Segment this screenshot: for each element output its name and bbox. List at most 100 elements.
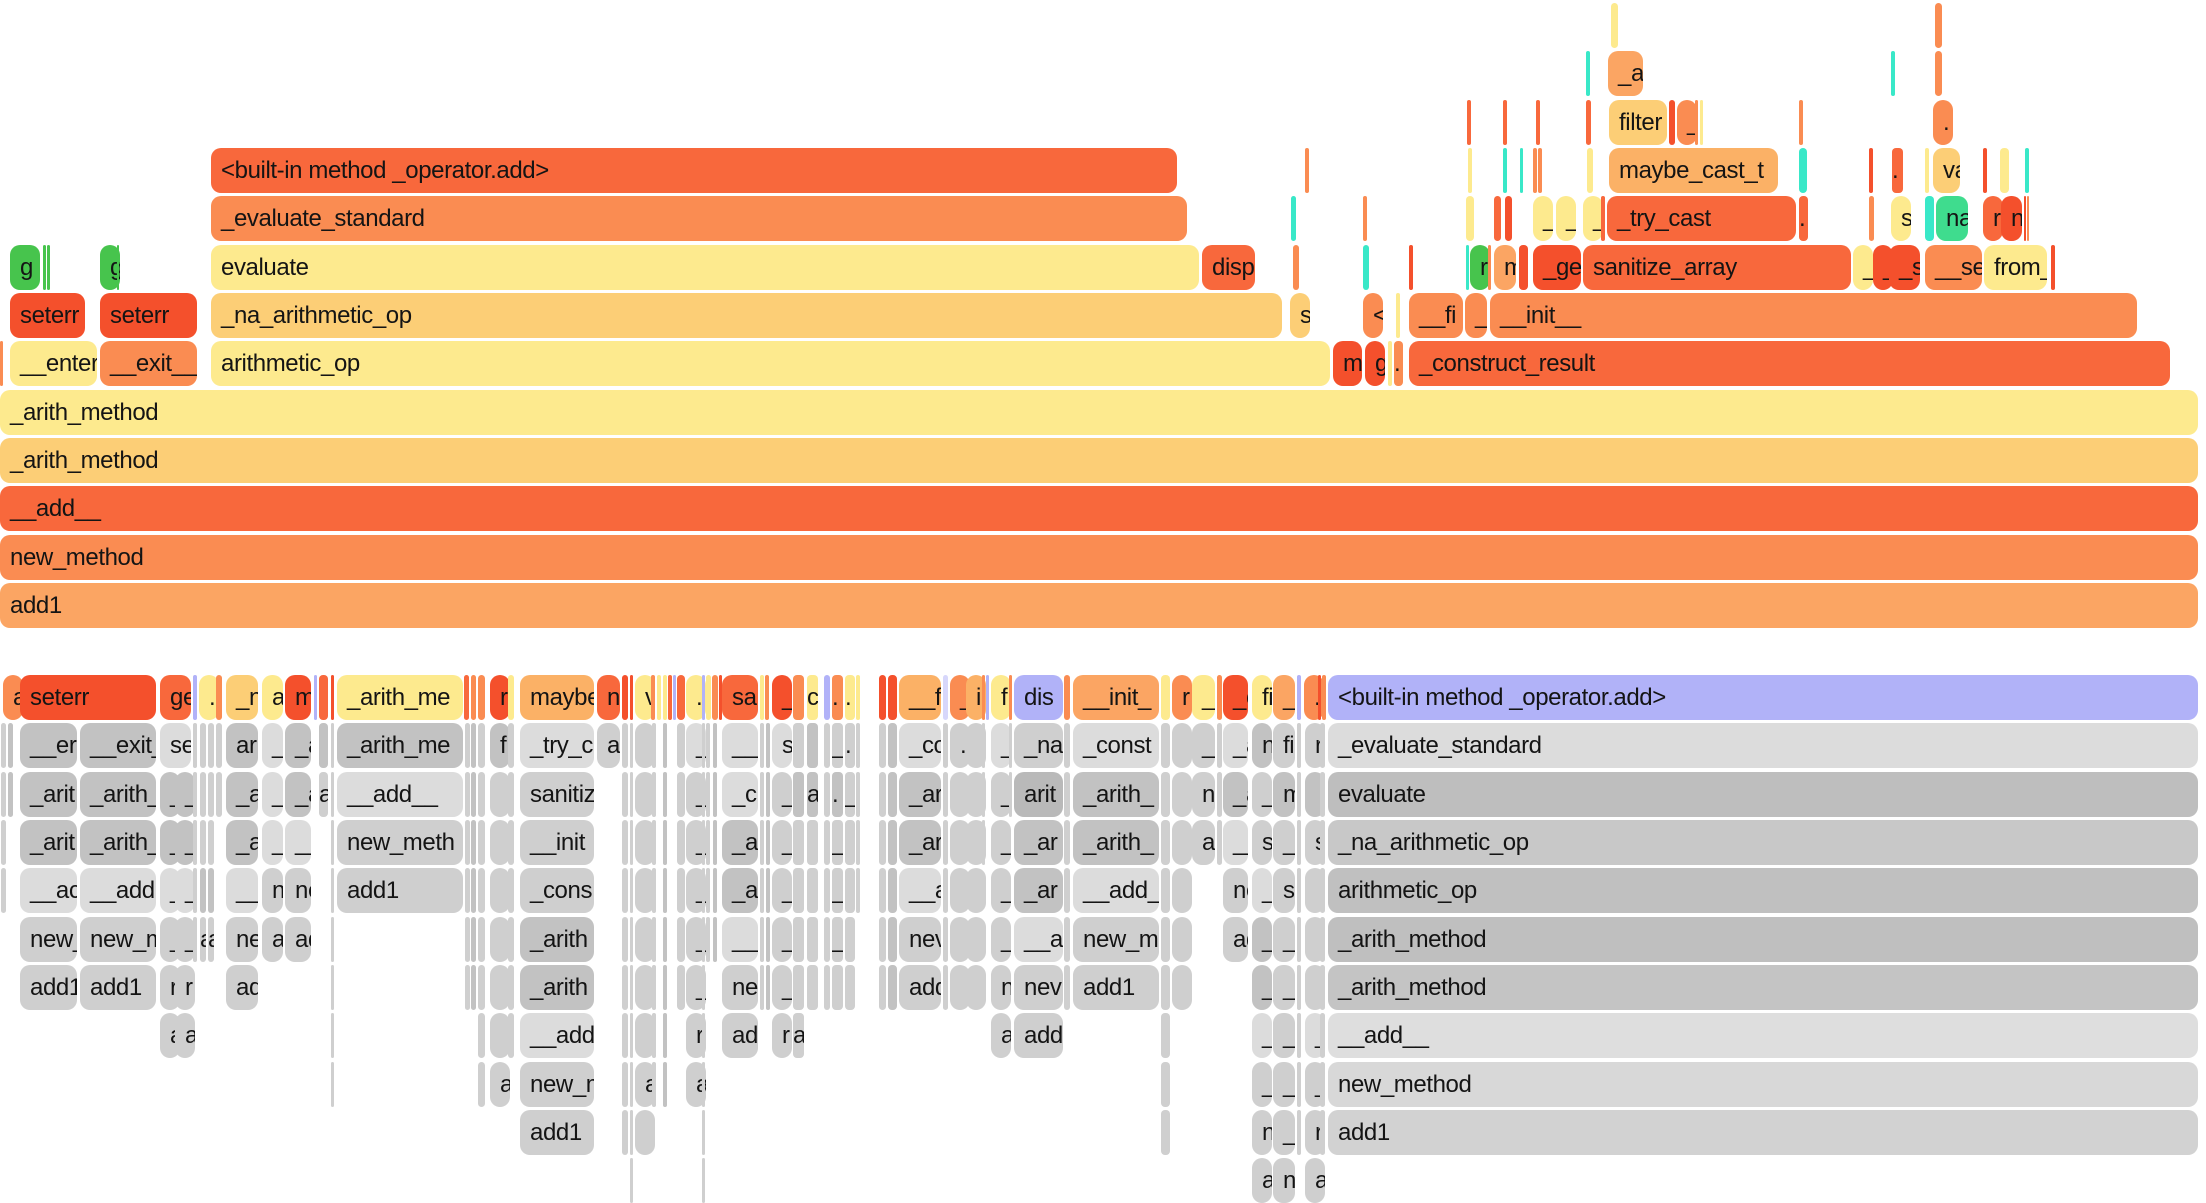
flame-frame-sliver[interactable] xyxy=(630,1109,633,1155)
flame-frame-sliver[interactable] xyxy=(1669,99,1675,145)
flame-frame-sliver[interactable] xyxy=(635,1109,655,1155)
flame-frame-a[interactable]: a xyxy=(3,675,23,720)
flame-frame-_ar[interactable]: _ar xyxy=(899,771,941,817)
flame-frame-new_method[interactable]: new_method xyxy=(1328,1061,2198,1107)
flame-frame-sliver[interactable] xyxy=(966,868,986,914)
flame-frame-sliver[interactable] xyxy=(706,868,710,914)
flame-frame-_na_arithmetic_op[interactable]: _na_arithmetic_op xyxy=(1328,819,2198,865)
flame-frame-__[interactable]: __ xyxy=(722,916,758,962)
flame-frame-sliver[interactable] xyxy=(1869,147,1873,193)
flame-frame-sliver[interactable] xyxy=(622,916,628,962)
flame-frame-sliver[interactable] xyxy=(879,675,886,720)
flame-frame-sliver[interactable] xyxy=(663,723,667,769)
flame-frame-a[interactable]: a xyxy=(597,723,620,769)
flame-frame-arithmetic_op[interactable]: arithmetic_op xyxy=(211,341,1330,387)
flame-frame-_[interactable]: _ xyxy=(1252,1061,1272,1107)
flame-frame-sliver[interactable] xyxy=(824,916,830,962)
flame-frame-sliver[interactable] xyxy=(807,916,818,962)
flame-frame-[interactable]: . xyxy=(832,771,843,817)
flame-frame-_[interactable]: _ xyxy=(1252,868,1272,914)
flame-frame-sliver[interactable] xyxy=(471,723,476,769)
flame-frame-sliver[interactable] xyxy=(1467,99,1471,145)
flame-frame-sliver[interactable] xyxy=(1305,147,1309,193)
flame-frame-_[interactable]: _ xyxy=(262,819,283,865)
flame-frame-_ge[interactable]: _ge xyxy=(1533,244,1581,290)
flame-frame-_[interactable]: _ xyxy=(1192,675,1215,720)
flame-frame-__a[interactable]: __a xyxy=(1014,916,1063,962)
flame-frame-sliver[interactable] xyxy=(950,916,970,962)
flame-frame-s[interactable]: s xyxy=(1252,819,1272,865)
flame-frame-sliver[interactable] xyxy=(652,868,656,914)
flame-frame-sliver[interactable] xyxy=(1217,675,1222,720)
flame-frame-new_m[interactable]: new_m xyxy=(520,1061,594,1107)
flame-frame-sliver[interactable] xyxy=(943,916,948,962)
flame-frame-sliver[interactable] xyxy=(652,964,656,1010)
flame-frame-_[interactable]: _ xyxy=(1252,1013,1272,1059)
flame-frame-sliver[interactable] xyxy=(1533,147,1537,193)
flame-frame-sliver[interactable] xyxy=(1611,3,1618,48)
flame-frame-a[interactable]: a xyxy=(1192,819,1215,865)
flame-frame-sliver[interactable] xyxy=(630,916,633,962)
flame-frame-sliver[interactable] xyxy=(478,1013,485,1059)
flame-frame-_na_arithmetic_op[interactable]: _na_arithmetic_op xyxy=(211,292,1282,338)
flame-frame-s[interactable]: s xyxy=(772,723,792,769)
flame-frame-sliver[interactable] xyxy=(1363,196,1367,242)
flame-frame-sliver[interactable] xyxy=(622,675,628,720)
flame-frame-sliver[interactable] xyxy=(1503,147,1507,193)
flame-frame-sa[interactable]: sa xyxy=(722,675,758,720)
flame-frame-ne[interactable]: ne xyxy=(1223,868,1248,914)
flame-frame-sliver[interactable] xyxy=(1320,964,1325,1010)
flame-frame-sliver[interactable] xyxy=(1,771,6,817)
flame-frame-sliver[interactable] xyxy=(478,675,485,720)
flame-frame-sliver[interactable] xyxy=(193,771,197,817)
flame-frame-a[interactable]: a xyxy=(200,916,206,962)
flame-frame-ne[interactable]: ne xyxy=(285,868,311,914)
flame-frame-ari[interactable]: ari xyxy=(226,723,258,769)
flame-frame-a[interactable]: a xyxy=(807,771,818,817)
flame-frame-sliver[interactable] xyxy=(635,723,655,769)
flame-frame-arit[interactable]: arit xyxy=(1014,771,1063,817)
flame-frame-sliver[interactable] xyxy=(760,819,764,865)
flame-frame-sliver[interactable] xyxy=(943,868,948,914)
flame-frame-sliver[interactable] xyxy=(1009,675,1012,720)
flame-frame-n[interactable]: n xyxy=(597,675,620,720)
flame-frame-sliver[interactable] xyxy=(508,964,514,1010)
flame-frame-ad[interactable]: ad xyxy=(226,964,258,1010)
flame-frame-_[interactable]: _ xyxy=(686,819,706,865)
flame-frame-sliver[interactable] xyxy=(1503,99,1507,145)
flame-frame-filter[interactable]: filter xyxy=(1609,99,1667,145)
flame-frame-sliver[interactable] xyxy=(652,819,656,865)
flame-frame-sliver[interactable] xyxy=(478,723,485,769)
flame-frame-a[interactable]: a xyxy=(175,1013,195,1059)
flame-frame-sliver[interactable] xyxy=(760,916,764,962)
flame-frame-sliver[interactable] xyxy=(1587,147,1593,193)
flame-frame-sliver[interactable] xyxy=(982,675,985,720)
flame-frame-sliver[interactable] xyxy=(702,819,705,865)
flame-frame-sliver[interactable] xyxy=(208,723,214,769)
flame-frame-sliver[interactable] xyxy=(702,964,705,1010)
flame-frame-sliver[interactable] xyxy=(1488,244,1491,290)
flame-frame-s[interactable]: s xyxy=(1891,196,1911,242)
flame-frame-sliver[interactable] xyxy=(766,819,770,865)
flame-frame-sliver[interactable] xyxy=(508,819,514,865)
flame-frame-sliver[interactable] xyxy=(652,723,656,769)
flame-frame-_[interactable]: _ xyxy=(772,771,792,817)
flame-frame-_[interactable]: _ xyxy=(950,675,970,720)
flame-frame-sliver[interactable] xyxy=(657,675,661,720)
flame-frame-sliver[interactable] xyxy=(1505,196,1512,242)
flame-frame-sliver[interactable] xyxy=(1291,196,1296,242)
flame-frame-ne[interactable]: ne xyxy=(722,964,758,1010)
flame-frame-sliver[interactable] xyxy=(1297,1013,1301,1059)
flame-frame-sliver[interactable] xyxy=(490,964,510,1010)
flame-frame-sliver[interactable] xyxy=(622,964,628,1010)
flame-frame-sliver[interactable] xyxy=(630,964,633,1010)
flame-frame-sliver[interactable] xyxy=(508,771,514,817)
flame-frame-sliver[interactable] xyxy=(630,1013,633,1059)
flame-frame-__add[interactable]: __add xyxy=(80,868,156,914)
flame-frame-sliver[interactable] xyxy=(1064,675,1070,720)
flame-frame-sliver[interactable] xyxy=(1297,868,1301,914)
flame-frame-_const[interactable]: _const xyxy=(1073,723,1159,769)
flame-frame-sliver[interactable] xyxy=(824,964,830,1010)
flame-frame-_ar[interactable]: _ar xyxy=(1014,819,1063,865)
flame-frame-sliver[interactable] xyxy=(1536,99,1540,145)
